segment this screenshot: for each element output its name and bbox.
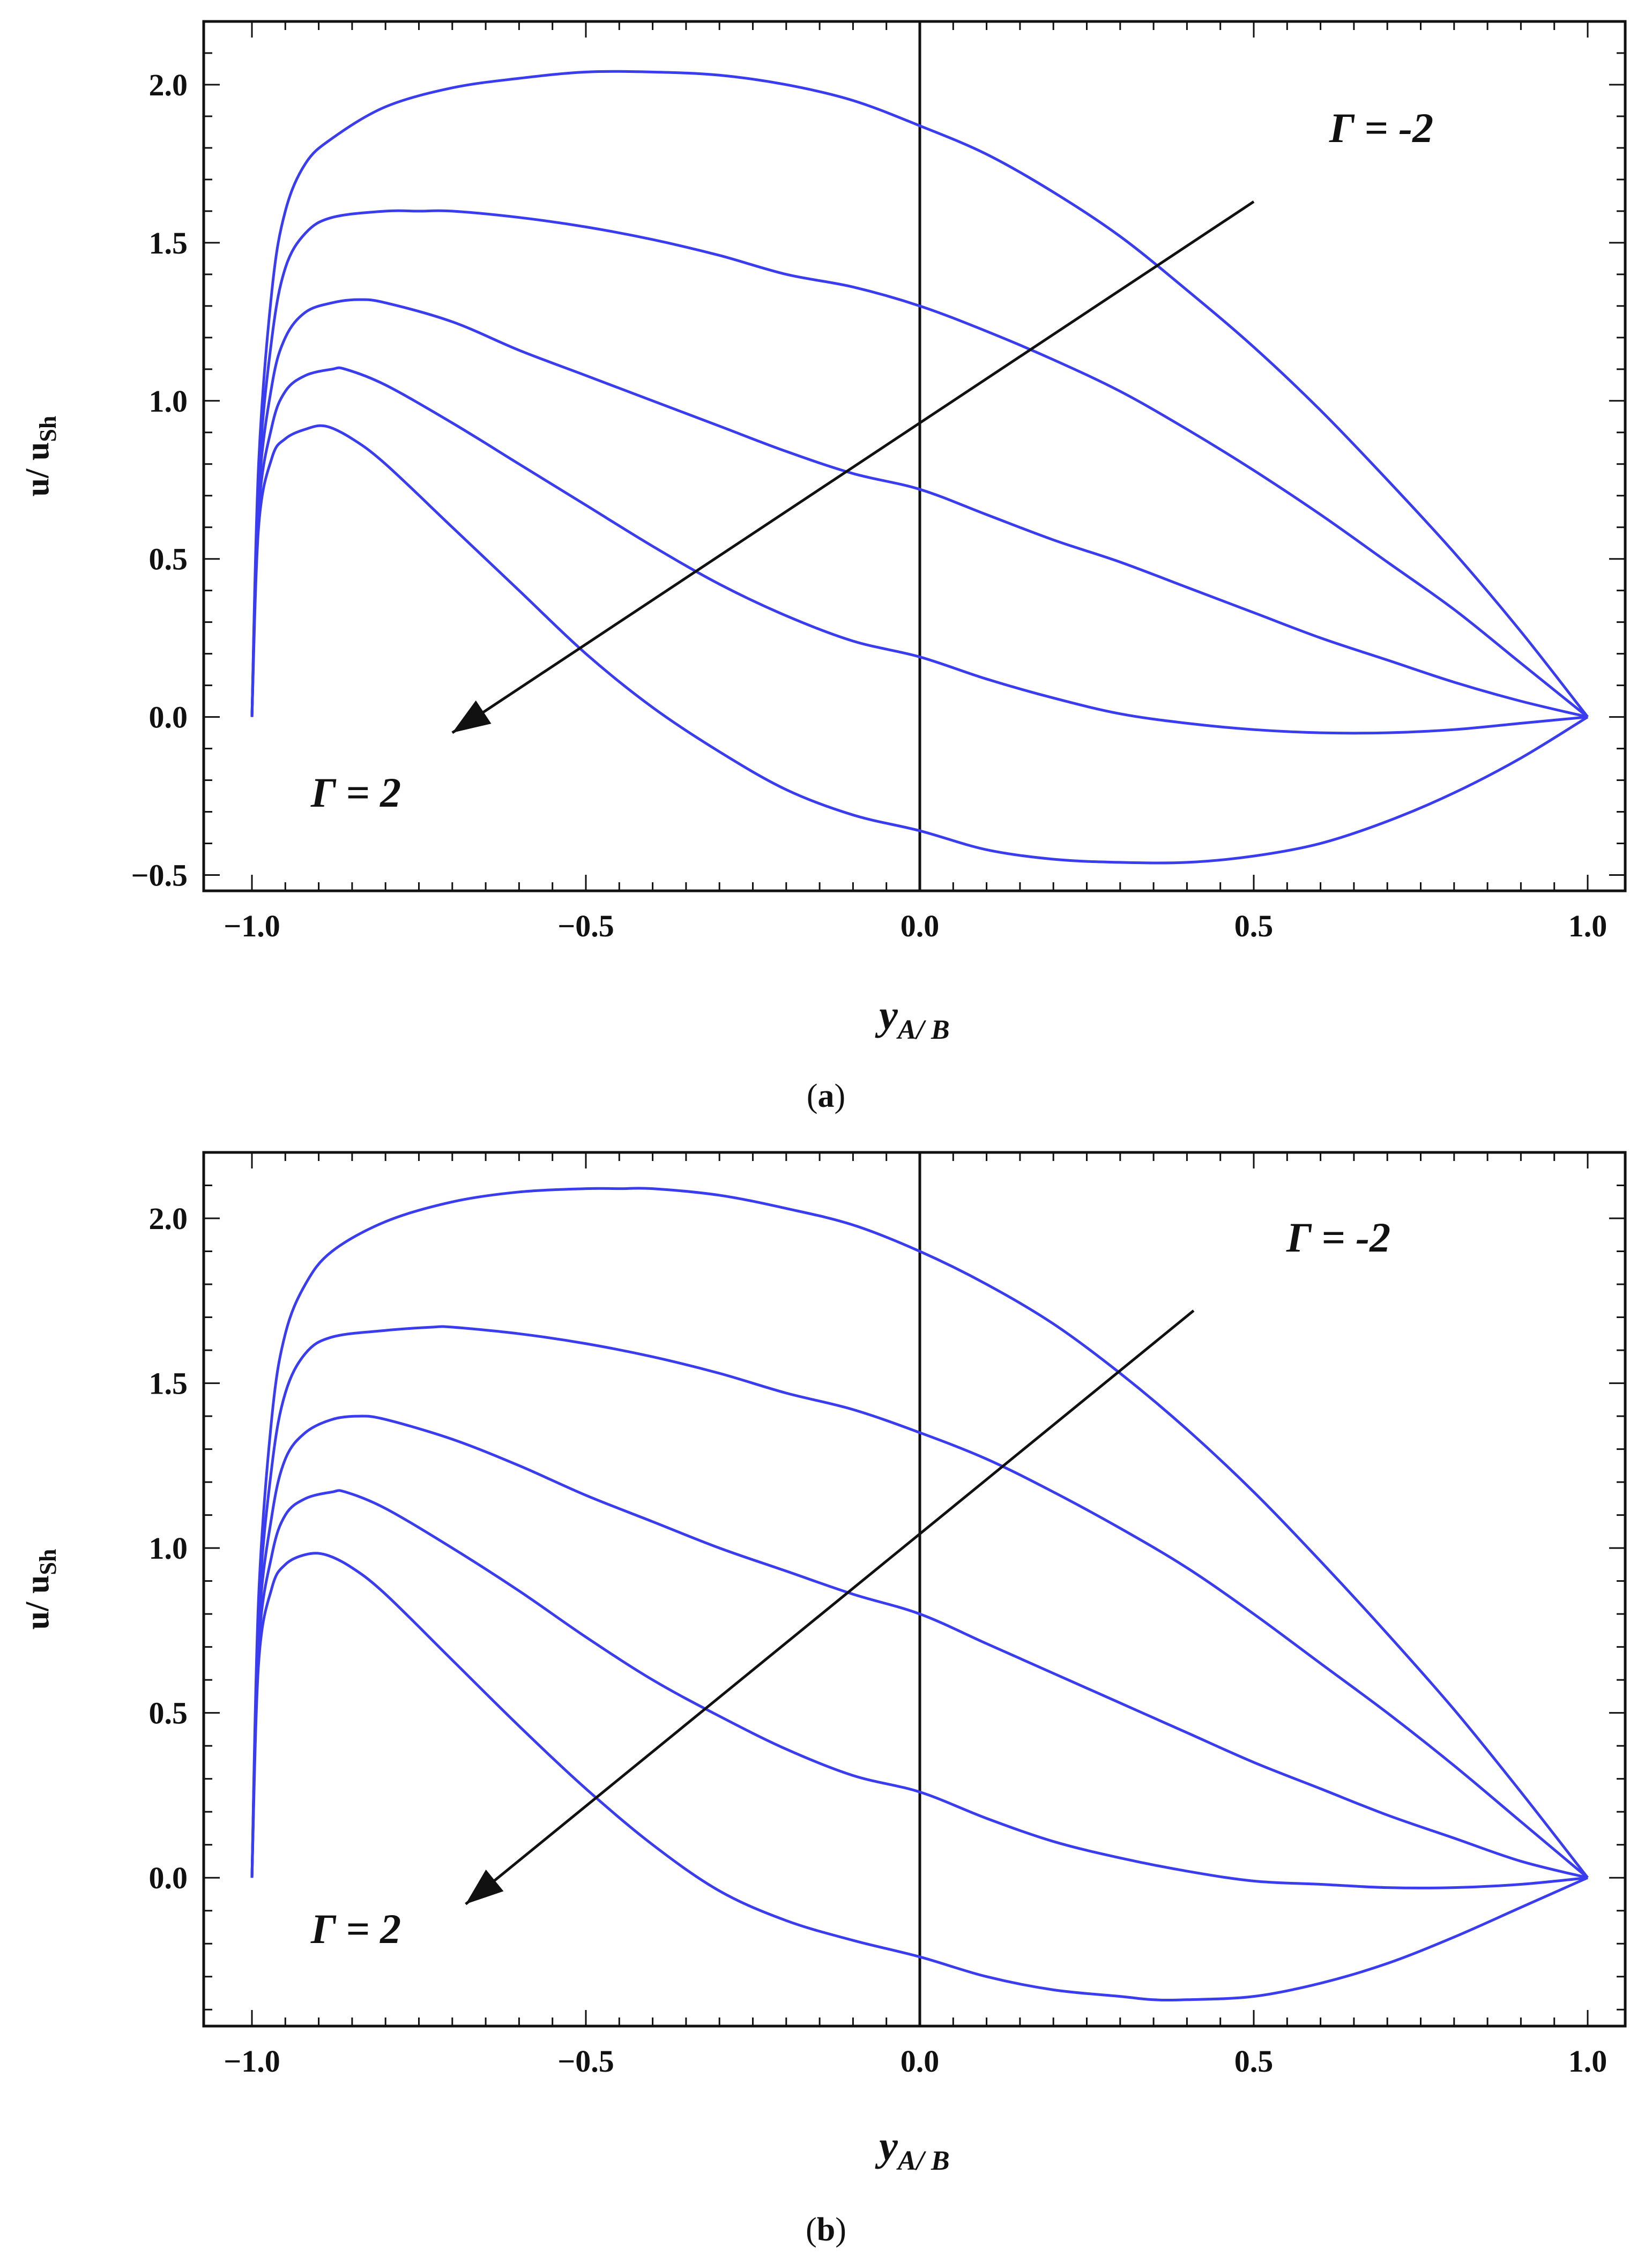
y-tick-label: 0.0 [149, 1860, 188, 1895]
x-tick-label: −1.0 [224, 909, 280, 943]
caption-close: ) [835, 2212, 846, 2248]
x-axis-title-sub: A/ B [896, 2146, 950, 2176]
y-tick-label: −0.5 [131, 858, 188, 893]
x-axis-title: yA/ B [875, 2123, 949, 2176]
series-line-4 [250, 1489, 1588, 1889]
y-tick-label: 1.5 [149, 226, 188, 260]
y-tick-label: 2.0 [149, 1201, 188, 1236]
y-axis-title: u/ uSh [19, 1549, 61, 1630]
caption-close: ) [835, 1078, 846, 1114]
series-line-4 [250, 366, 1588, 735]
x-tick-label: −1.0 [224, 2044, 280, 2079]
chart-panel-a: −1.0 −0.5 0.0 0.5 1.0 −0.5 0.0 0.5 1.0 1.5 2.0 Γ = … [19, 20, 1627, 1114]
series-line-2 [250, 1325, 1589, 1879]
x-axis-title-main: y [875, 2123, 898, 2169]
caption-label: a [818, 1078, 835, 1114]
gamma-arrow-head [465, 1870, 504, 1904]
annotation-gamma-2: Γ = 2 [310, 769, 401, 816]
annotation-gamma-2: Γ = 2 [310, 1905, 401, 1952]
x-tick-label: 0.5 [1234, 2044, 1274, 2079]
y-tick-label: 1.0 [149, 1531, 188, 1566]
x-tick-label: 0.5 [1234, 909, 1274, 943]
x-tick-label: 1.0 [1568, 2044, 1608, 2079]
series-line-3 [250, 298, 1588, 719]
series-line-1 [250, 70, 1589, 718]
y-tick-label: 2.0 [149, 68, 188, 102]
series-line-1 [250, 1187, 1589, 1879]
y-tick-label: 0.0 [149, 700, 188, 735]
x-axis-title: yA/ B [875, 992, 949, 1045]
gamma-arrow-head [452, 700, 492, 733]
y-axis-title-main: u/ u [19, 1575, 56, 1630]
series-line-5 [250, 1552, 1589, 2002]
y-tick-label: 0.5 [149, 1696, 188, 1731]
x-tick-label: 1.0 [1568, 909, 1608, 943]
x-axis-title-sub: A/ B [896, 1015, 950, 1045]
y-tick-label: 0.5 [149, 542, 188, 577]
y-axis-title-sub: Sh [35, 416, 61, 442]
chart-panel-b: −1.0 −0.5 0.0 0.5 1.0 0.0 0.5 1.0 1.5 2.0 Γ = -2 Γ … [19, 1151, 1627, 2248]
plot-frame [202, 20, 1627, 892]
caption-open: ( [807, 1078, 818, 1114]
annotation-gamma-minus-2: Γ = -2 [1329, 105, 1433, 151]
y-tick-label: 1.5 [149, 1366, 188, 1401]
gamma-arrow-line [465, 1309, 1195, 1905]
y-tick-label: 1.0 [149, 384, 188, 419]
annotation-gamma-minus-2: Γ = -2 [1286, 1214, 1390, 1261]
x-tick-label: 0.0 [901, 909, 940, 943]
series-line-2 [250, 209, 1589, 718]
panel-caption: (b) [806, 2212, 846, 2248]
x-tick-label: −0.5 [557, 2044, 614, 2079]
x-tick-label: 0.0 [901, 2044, 940, 2079]
panel-caption: (a) [807, 1078, 845, 1114]
gamma-arrow-line [451, 200, 1255, 734]
caption-label: b [817, 2212, 835, 2248]
series-line-5 [250, 424, 1589, 865]
x-tick-label: −0.5 [557, 909, 614, 943]
y-axis-title-main: u/ u [19, 442, 56, 497]
caption-open: ( [806, 2212, 817, 2248]
y-axis-title-sub: Sh [35, 1549, 61, 1575]
y-axis-title: u/ uSh [19, 416, 61, 497]
series-line-3 [250, 1415, 1588, 1879]
x-axis-title-main: y [875, 992, 898, 1038]
plot-frame [202, 1151, 1627, 2028]
